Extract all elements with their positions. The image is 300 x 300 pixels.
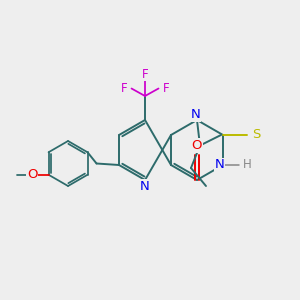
Text: O: O: [27, 168, 37, 181]
Text: F: F: [121, 82, 127, 95]
Text: O: O: [192, 139, 202, 152]
Text: F: F: [142, 68, 148, 81]
Text: S: S: [252, 128, 260, 142]
Text: N: N: [215, 158, 225, 172]
Text: H: H: [243, 158, 251, 172]
Text: F: F: [163, 82, 169, 95]
Text: N: N: [140, 179, 149, 193]
Text: N: N: [190, 108, 200, 121]
